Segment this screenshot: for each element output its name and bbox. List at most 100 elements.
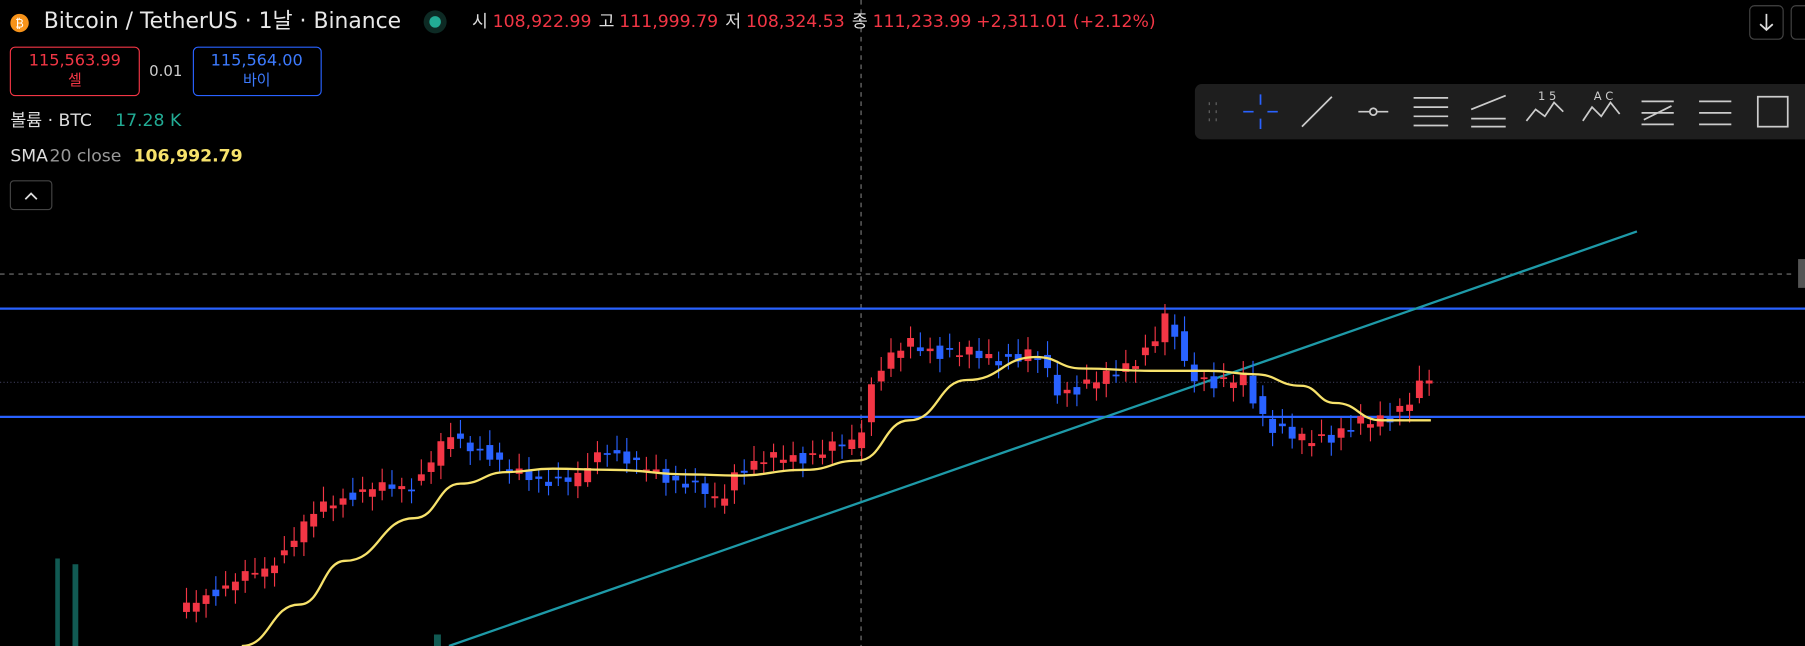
candle-body (701, 483, 709, 494)
candle-body (241, 571, 249, 581)
candle-body (662, 468, 670, 483)
candle-body (271, 565, 279, 574)
candle-body (819, 454, 826, 458)
button[interactable] (1790, 5, 1805, 40)
tool-forecast[interactable] (1641, 100, 1674, 126)
candle-body (603, 453, 611, 455)
candle-body (1063, 389, 1071, 394)
sell-label: 셀 (68, 71, 82, 89)
candle-body (965, 346, 973, 355)
candle-body (946, 348, 954, 350)
ohlc-label: 고 (599, 12, 615, 32)
ohlc-value: 108,922.99 (493, 12, 592, 32)
candle-body (760, 462, 768, 465)
drawing-toolbar (1194, 84, 1805, 140)
candle-body (476, 448, 484, 451)
candle-body (907, 338, 915, 347)
tool-range[interactable] (1699, 100, 1732, 126)
candle-body (202, 595, 210, 604)
candle-body (368, 489, 376, 497)
candle-body (231, 581, 239, 591)
candle-body (1298, 433, 1306, 441)
candle-body (1102, 370, 1110, 384)
candle-body (505, 469, 513, 472)
icon-chevron (24, 192, 38, 200)
tool-rectangle[interactable] (1756, 95, 1789, 128)
candle-body (1239, 372, 1247, 386)
candle-body (398, 486, 406, 490)
candle-body (1181, 331, 1188, 361)
tool-fib[interactable] (1413, 97, 1449, 127)
candle-body (496, 452, 504, 460)
buy-button[interactable] (192, 46, 322, 97)
scale-handle[interactable] (1798, 259, 1805, 288)
candle-body (554, 476, 562, 479)
candle-body (672, 475, 680, 481)
buy-label: 바이 (243, 71, 271, 89)
market-status-dot (429, 16, 441, 28)
ohlc-label: 시 (472, 12, 488, 32)
ohlc-label: 저 (725, 12, 741, 32)
order-size[interactable]: 0.01 (149, 62, 182, 80)
candle-body (867, 384, 875, 423)
candle-body (564, 477, 572, 482)
candle-body (593, 452, 601, 463)
candle-body (359, 489, 367, 492)
candle-body (525, 469, 533, 481)
candle-body (1210, 376, 1218, 389)
candle-body (584, 468, 592, 483)
symbol-icon-glyph: ₿ (15, 17, 24, 31)
candle-body (1093, 382, 1100, 389)
tool-crosshair[interactable] (1243, 94, 1278, 129)
candle-body (222, 585, 230, 589)
candle-body (212, 589, 220, 597)
candle-body (809, 453, 817, 455)
candle-body (280, 550, 288, 556)
candle-body (1230, 382, 1237, 388)
candle-body (1122, 363, 1130, 372)
tool-hline-dot (1369, 107, 1378, 117)
candle-body (290, 540, 298, 547)
ohlc-value: 111,233.99 (873, 12, 972, 32)
candle-body (985, 354, 993, 359)
candle-body (779, 459, 787, 463)
candle-body (408, 489, 415, 492)
ohlc: 시 108,922.99 고 111,999.79 저 108,324.53 종 111,23… (472, 12, 971, 32)
candle-body (1347, 430, 1355, 432)
candle-body (1200, 377, 1208, 380)
candle-body (574, 472, 582, 487)
candle-body (1132, 366, 1140, 369)
collapse-button[interactable] (9, 180, 53, 211)
symbol-icon (10, 13, 29, 33)
candle-body (926, 348, 934, 352)
candle-body (897, 350, 905, 358)
candles (183, 304, 1433, 623)
candle-body (750, 460, 758, 470)
trend-line[interactable] (448, 230, 1638, 646)
volume-bar (433, 634, 441, 646)
toolbar-bg (1194, 84, 1805, 140)
tool-pattern[interactable] (1582, 101, 1621, 122)
candle-body (721, 498, 729, 506)
candle-body (1366, 424, 1374, 428)
tool-label: A C (1594, 89, 1614, 103)
drag-handle[interactable] (1208, 102, 1217, 122)
change: +2,311.01 (+2.12%) (976, 12, 1155, 32)
candle-body (623, 451, 631, 464)
tool-pitchfork[interactable] (1470, 94, 1507, 128)
sma-line (241, 355, 1431, 646)
candle-body (1396, 405, 1404, 412)
tool-trendline[interactable] (1301, 96, 1333, 128)
candle-body (1318, 434, 1325, 436)
indicator-params: 20 close (49, 147, 121, 167)
tool-elliott[interactable] (1525, 101, 1564, 122)
candle-body (1190, 364, 1198, 382)
sell-button[interactable] (9, 46, 140, 97)
sell-price: 115,563.99 (29, 51, 121, 70)
symbol-title[interactable]: Bitcoin / TetherUS · 1날 · Binance (44, 9, 401, 34)
candle-body (192, 602, 200, 612)
candle-body (329, 505, 337, 509)
candle-body (251, 572, 259, 575)
candle-body (535, 476, 543, 479)
